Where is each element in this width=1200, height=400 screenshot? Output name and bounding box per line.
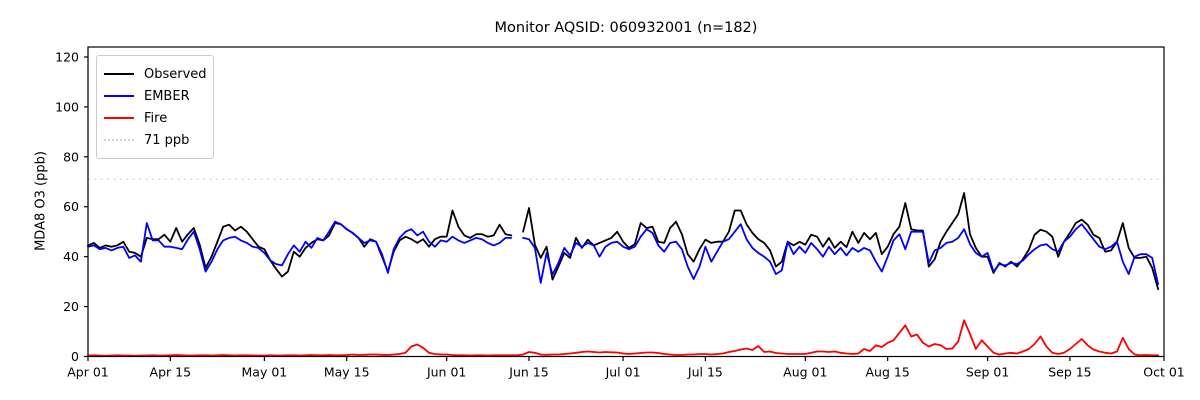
legend-label: Fire [144,110,168,126]
x-tick-label: Apr 15 [150,365,192,380]
x-tick-label: Apr 01 [67,365,109,380]
ember-line-swatch [104,95,134,97]
legend: Observed EMBER Fire 71 ppb [96,55,214,159]
x-tick-label: Jul 01 [605,365,641,380]
legend-label: 71 ppb [144,132,190,148]
x-tick-label: Aug 01 [783,365,827,380]
x-tick-label: Sep 01 [966,365,1009,380]
series-line-ember [87,220,1159,285]
x-tick-label: Jul 15 [687,365,723,380]
y-tick-label: 40 [63,249,79,264]
x-tick-label: Oct 01 [1143,365,1185,380]
legend-item-ember: EMBER [104,85,204,107]
y-tick-label: 20 [63,299,79,314]
x-tick-label: Jun 01 [426,365,466,380]
legend-label: Observed [144,66,207,82]
x-tick-label: May 15 [324,365,370,380]
observed-line-swatch [104,73,134,75]
series-line-fire [87,319,1159,357]
x-tick-label: May 01 [242,365,288,380]
fire-line-swatch [104,117,134,119]
y-tick-label: 60 [63,199,79,214]
y-tick-label: 100 [55,99,79,114]
x-tick-label: Jun 15 [508,365,548,380]
threshold-line-swatch [104,139,134,141]
series-line-observed [87,192,1159,290]
y-tick-label: 0 [71,349,79,364]
x-tick-label: Sep 15 [1048,365,1091,380]
x-tick-label: Aug 15 [866,365,910,380]
y-tick-label: 120 [55,49,79,64]
legend-label: EMBER [144,88,190,104]
y-tick-label: 80 [63,149,79,164]
legend-item-fire: Fire [104,107,204,129]
axes-frame [87,46,1165,358]
chart-title: Monitor AQSID: 060932001 (n=182) [494,20,758,36]
legend-item-threshold: 71 ppb [104,129,204,151]
legend-item-observed: Observed [104,63,207,85]
